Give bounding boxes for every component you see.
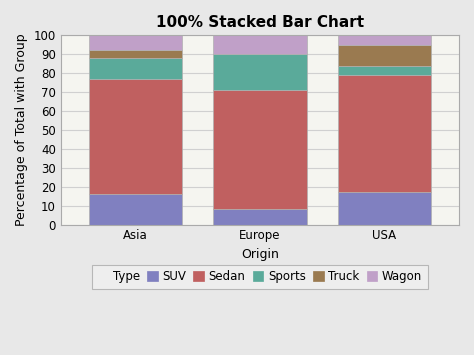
Bar [213,36,307,54]
Bar [337,66,431,75]
Bar [89,79,182,194]
Legend: Type, SUV, Sedan, Sports, Truck, Wagon: Type, SUV, Sedan, Sports, Truck, Wagon [91,264,428,289]
Bar [337,45,431,66]
Bar [213,209,307,225]
X-axis label: Origin: Origin [241,248,279,261]
Bar [89,58,182,79]
Title: 100% Stacked Bar Chart: 100% Stacked Bar Chart [156,15,364,30]
Bar [213,54,307,90]
Bar [89,50,182,58]
Bar [337,192,431,225]
Bar [213,90,307,209]
Bar [89,194,182,225]
Bar [337,36,431,45]
Y-axis label: Percentage of Total with Group: Percentage of Total with Group [15,34,28,226]
Bar [89,36,182,50]
Bar [337,75,431,192]
